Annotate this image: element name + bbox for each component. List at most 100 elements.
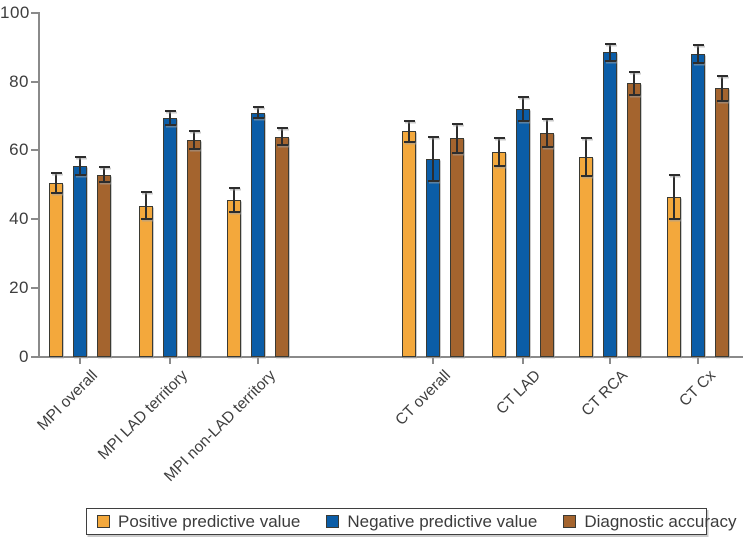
error-bar-cap-bottom xyxy=(74,173,86,176)
error-bar-cap-bottom xyxy=(451,152,463,155)
x-tick-mark xyxy=(169,357,171,364)
error-bar-cap-top xyxy=(252,105,264,108)
y-tick-label: 20 xyxy=(9,278,29,298)
error-bar-cap-top xyxy=(604,42,616,45)
error-bar-cap-top xyxy=(451,122,463,125)
bar-ppv xyxy=(227,200,241,357)
error-bar-cap-top xyxy=(228,187,240,190)
error-bar-cap-bottom xyxy=(628,93,640,96)
y-tick-label: 0 xyxy=(19,347,29,366)
error-bar-cap-bottom xyxy=(50,191,62,194)
error-bar-line xyxy=(585,138,587,177)
error-bar-cap-top xyxy=(403,120,415,123)
bar-ppv xyxy=(579,157,593,357)
x-tick-mark xyxy=(522,357,524,364)
y-tick-label: 80 xyxy=(9,71,29,91)
bar-accuracy xyxy=(540,133,554,357)
legend-item: Diagnostic accuracy xyxy=(563,512,736,532)
bar-npv xyxy=(163,117,177,357)
bar-accuracy xyxy=(275,136,289,357)
legend-label: Negative predictive value xyxy=(347,511,538,531)
error-bar-cap-top xyxy=(628,70,640,73)
error-bar-line xyxy=(721,76,723,101)
error-bar-line xyxy=(145,191,147,220)
error-bar-cap-bottom xyxy=(427,179,439,182)
error-bar-cap-bottom xyxy=(517,120,529,123)
legend-label: Diagnostic accuracy xyxy=(584,511,737,531)
error-bar-line xyxy=(79,157,81,175)
error-bar-line xyxy=(498,138,500,166)
error-bar-cap-bottom xyxy=(228,211,240,214)
error-bar-cap-top xyxy=(692,44,704,47)
legend-swatch-icon xyxy=(563,515,577,528)
error-bar-cap-top xyxy=(74,156,86,159)
y-tick-mark xyxy=(31,11,38,14)
bar-npv xyxy=(691,54,705,357)
y-tick-label: 40 xyxy=(9,209,29,229)
y-axis-line xyxy=(38,12,40,357)
error-bar-cap-top xyxy=(493,137,505,140)
error-bar-cap-top xyxy=(276,127,288,130)
y-tick-label: 60 xyxy=(9,140,29,160)
error-bar-line xyxy=(609,43,611,61)
error-bar-cap-bottom xyxy=(403,140,415,143)
bar-accuracy xyxy=(715,88,729,357)
legend-item: Positive predictive value xyxy=(97,512,300,532)
error-bar-line xyxy=(522,97,524,122)
bar-ppv xyxy=(667,196,681,357)
error-bar-cap-bottom xyxy=(98,181,110,184)
error-bar-cap-top xyxy=(716,75,728,78)
legend-swatch-icon xyxy=(97,515,110,528)
error-bar-line xyxy=(697,45,699,63)
error-bar-line xyxy=(432,137,434,181)
y-tick-label: 100 xyxy=(0,2,30,22)
x-axis-line xyxy=(38,356,743,358)
error-bar-line xyxy=(103,166,105,183)
x-tick-mark xyxy=(697,357,699,364)
error-bar-line xyxy=(408,121,410,142)
y-tick-mark xyxy=(31,287,38,290)
bar-npv xyxy=(516,109,530,357)
bar-accuracy xyxy=(187,140,201,357)
error-bar-cap-top xyxy=(541,118,553,121)
error-bar-cap-top xyxy=(98,165,110,168)
error-bar-line xyxy=(456,123,458,154)
y-tick-mark xyxy=(31,218,38,221)
error-bar-cap-bottom xyxy=(716,99,728,102)
bar-npv xyxy=(603,52,617,357)
error-bar-line xyxy=(55,173,57,193)
error-bar-line xyxy=(257,106,259,119)
bar-accuracy xyxy=(627,83,641,357)
legend-swatch-icon xyxy=(326,515,340,528)
error-bar-cap-bottom xyxy=(580,175,592,178)
bar-ppv xyxy=(139,205,153,357)
error-bar-cap-bottom xyxy=(252,117,264,120)
x-tick-mark xyxy=(257,357,259,364)
error-bar-cap-top xyxy=(517,96,529,99)
error-bar-cap-bottom xyxy=(668,218,680,221)
error-bar-line xyxy=(281,128,283,145)
error-bar-line xyxy=(633,71,635,95)
error-bar-cap-top xyxy=(188,130,200,133)
bar-npv xyxy=(426,159,440,357)
bar-ppv xyxy=(49,183,63,357)
bar-accuracy xyxy=(450,138,464,357)
legend-item: Negative predictive value xyxy=(326,512,537,532)
error-bar-cap-bottom xyxy=(493,164,505,167)
error-bar-cap-bottom xyxy=(140,218,152,221)
x-tick-mark xyxy=(432,357,434,364)
error-bar-line xyxy=(673,174,675,220)
chart-legend: Positive predictive value Negative predic… xyxy=(86,508,736,535)
error-bar-cap-top xyxy=(140,190,152,193)
error-bar-cap-bottom xyxy=(188,147,200,150)
error-bar-cap-bottom xyxy=(541,145,553,148)
legend-label: Positive predictive value xyxy=(118,511,301,531)
error-bar-cap-top xyxy=(427,136,439,139)
bar-accuracy xyxy=(97,174,111,357)
x-tick-mark xyxy=(79,357,81,364)
bar-npv xyxy=(251,112,265,357)
error-bar-line xyxy=(233,188,235,213)
error-bar-cap-bottom xyxy=(276,143,288,146)
